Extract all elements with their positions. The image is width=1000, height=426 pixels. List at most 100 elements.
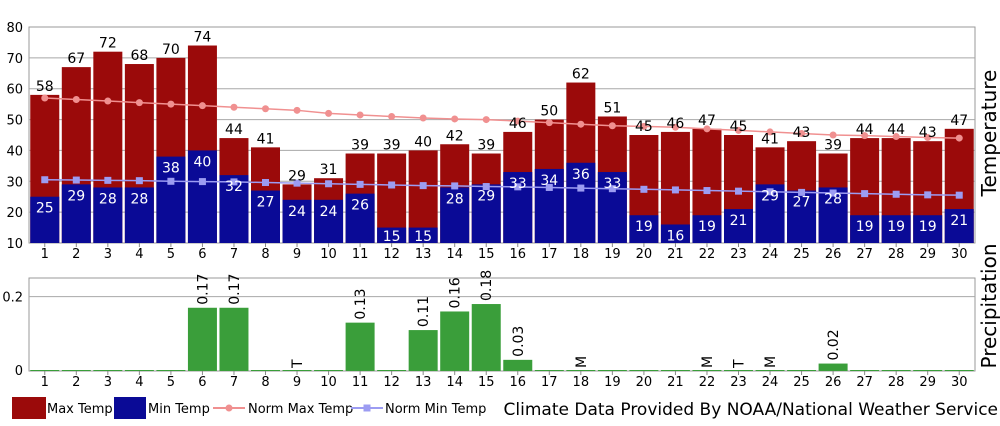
norm-min-temp-point bbox=[419, 182, 427, 190]
max-temp-data-label: 47 bbox=[950, 113, 968, 129]
temperature-x-tick-label: 28 bbox=[888, 247, 905, 262]
min-temp-bar bbox=[724, 209, 753, 243]
min-temp-bar bbox=[692, 215, 722, 243]
precipitation-x-tick-label: 9 bbox=[293, 375, 301, 390]
min-temp-bar bbox=[787, 190, 817, 243]
min-temp-bar bbox=[629, 215, 659, 243]
legend-label: Norm Max Temp bbox=[248, 402, 353, 417]
min-temp-data-label: 19 bbox=[698, 219, 716, 235]
temperature-x-tick-label: 29 bbox=[919, 247, 936, 262]
norm-min-temp-point bbox=[482, 183, 490, 191]
min-temp-bar bbox=[124, 187, 154, 243]
min-temp-bar bbox=[251, 190, 280, 243]
min-temp-bar bbox=[660, 224, 690, 243]
temperature-x-tick-label: 9 bbox=[293, 247, 301, 262]
min-temp-bar bbox=[408, 227, 438, 243]
norm-min-temp-point bbox=[703, 187, 711, 195]
min-temp-data-label: 15 bbox=[383, 229, 401, 245]
max-temp-data-label: 70 bbox=[162, 42, 180, 58]
norm-max-temp-point bbox=[388, 112, 396, 120]
legend-label: Norm Min Temp bbox=[385, 402, 486, 417]
norm-min-temp-point bbox=[514, 183, 522, 191]
min-temp-bar bbox=[534, 168, 564, 243]
min-temp-bar bbox=[187, 150, 217, 243]
precipitation-bar bbox=[314, 370, 344, 371]
norm-max-temp-point bbox=[41, 94, 49, 102]
max-temp-data-label: 44 bbox=[856, 122, 874, 138]
precipitation-bar bbox=[534, 370, 564, 371]
norm-max-temp-point bbox=[608, 122, 616, 130]
precipitation-x-tick-label: 18 bbox=[573, 375, 590, 390]
norm-max-temp-point bbox=[955, 134, 963, 142]
min-temp-data-label: 36 bbox=[572, 167, 590, 183]
precipitation-x-tick-label: 19 bbox=[604, 375, 621, 390]
temperature-x-tick-label: 24 bbox=[762, 247, 779, 262]
max-temp-data-label: 40 bbox=[414, 134, 432, 150]
temperature-y-tick-label: 70 bbox=[6, 52, 23, 67]
temperature-x-tick-label: 23 bbox=[730, 247, 747, 262]
norm-max-temp-point bbox=[293, 106, 301, 114]
temperature-x-tick-label: 11 bbox=[352, 247, 369, 262]
min-temp-data-label: 19 bbox=[635, 219, 653, 235]
min-temp-bar bbox=[282, 199, 312, 243]
norm-min-temp-point bbox=[325, 180, 333, 188]
min-temp-bar bbox=[850, 215, 880, 243]
norm-min-temp-point bbox=[388, 181, 396, 189]
precipitation-bar bbox=[881, 370, 911, 371]
temperature-x-tick-label: 22 bbox=[699, 247, 716, 262]
temperature-x-tick-label: 3 bbox=[104, 247, 112, 262]
norm-max-temp-point bbox=[230, 103, 238, 111]
max-temp-data-label: 44 bbox=[887, 122, 905, 138]
min-temp-data-label: 29 bbox=[67, 188, 85, 204]
temperature-y-tick-label: 60 bbox=[6, 83, 23, 98]
min-temp-data-label: 40 bbox=[194, 154, 212, 170]
precipitation-x-tick-label: 25 bbox=[793, 375, 810, 390]
precipitation-bar bbox=[471, 304, 501, 371]
norm-min-temp-point bbox=[356, 180, 364, 188]
norm-max-temp-line bbox=[44, 97, 960, 139]
min-temp-bar bbox=[314, 199, 344, 243]
max-temp-data-label: 39 bbox=[477, 138, 495, 154]
precipitation-data-labels: 0.17 0.17 T 0.13 0.11 0.16 0.18 0.03 M M T M 0.02 bbox=[195, 270, 842, 369]
norm-min-temp-point bbox=[293, 179, 301, 187]
temperature-x-tick-label: 12 bbox=[383, 247, 400, 262]
max-temp-data-label: 51 bbox=[603, 100, 621, 116]
norm-min-temp-point bbox=[135, 177, 143, 185]
precipitation-bar bbox=[93, 370, 123, 371]
precipitation-data-label: 0.03 bbox=[511, 326, 527, 357]
temperature-x-tick-label: 5 bbox=[167, 247, 175, 262]
precipitation-x-tick-label: 1 bbox=[41, 375, 49, 390]
precipitation-bar bbox=[566, 370, 596, 371]
temperature-x-tick-label: 17 bbox=[541, 247, 558, 262]
precipitation-bar bbox=[219, 307, 249, 371]
norm-max-temp-point bbox=[735, 126, 742, 134]
norm-max-temp-point bbox=[924, 133, 932, 141]
temperature-x-tick-label: 6 bbox=[198, 247, 206, 262]
precipitation-x-tick-label: 13 bbox=[415, 375, 432, 390]
precipitation-x-tick-label: 6 bbox=[198, 375, 206, 390]
norm-max-temp-point bbox=[892, 133, 900, 141]
norm-max-temp-point bbox=[798, 129, 806, 137]
temperature-x-tick-label: 16 bbox=[509, 247, 526, 262]
precipitation-x-tick-label: 12 bbox=[383, 375, 400, 390]
precipitation-bar bbox=[30, 370, 60, 371]
precipitation-x-tick-label: 22 bbox=[699, 375, 716, 390]
temperature-data-labels: 58 67 72 68 70 74 44 41 29 31 39 39 40 42 39 46 50 62 51 45… bbox=[36, 30, 968, 245]
norm-min-temp-point bbox=[892, 190, 900, 198]
norm-max-temp-point bbox=[640, 122, 648, 130]
precipitation-bar bbox=[724, 370, 753, 371]
max-temp-data-label: 39 bbox=[351, 138, 369, 154]
temperature-x-tick-label: 20 bbox=[636, 247, 653, 262]
max-temp-data-label: 41 bbox=[761, 131, 779, 147]
norm-min-temp-point bbox=[451, 182, 459, 190]
min-temp-data-label: 28 bbox=[446, 191, 464, 207]
norm-min-temp-point bbox=[829, 189, 837, 197]
temperature-y-tick-label: 20 bbox=[6, 206, 23, 221]
min-temp-data-label: 28 bbox=[824, 191, 842, 207]
norm-max-temp-point bbox=[671, 123, 679, 131]
norm-min-temp-point bbox=[167, 177, 175, 185]
temperature-x-tick-label: 1 bbox=[41, 247, 49, 262]
norm-max-temp-point bbox=[829, 131, 837, 139]
precipitation-data-label: 0.17 bbox=[195, 274, 211, 305]
